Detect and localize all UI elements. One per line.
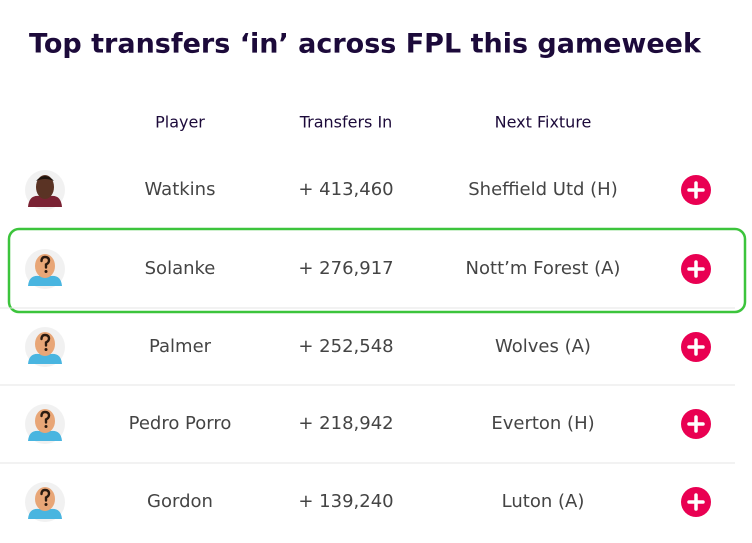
player-avatar [25, 170, 65, 210]
player-name: Watkins [145, 179, 216, 200]
shirt [28, 430, 62, 441]
title: Top transfers ‘in’ across FPL this gamew… [29, 29, 702, 60]
shirt [28, 353, 62, 364]
unknown-icon [40, 488, 51, 502]
plus-icon [687, 415, 705, 433]
player-name: Solanke [145, 258, 216, 279]
unknown-icon [40, 410, 51, 424]
next-fixture: Nott’m Forest (A) [466, 258, 621, 279]
add-player-button[interactable] [681, 409, 711, 439]
table: Player Transfers In Next Fixture Watkins + 4… [0, 113, 747, 522]
next-fixture: Sheffield Utd (H) [468, 179, 618, 200]
plus-icon [687, 493, 705, 511]
unknown-dot [44, 348, 48, 351]
plus-icon [687, 260, 705, 278]
next-fixture: Wolves (A) [495, 336, 591, 357]
transfers-in: + 252,548 [298, 336, 393, 357]
player-name: Palmer [149, 336, 212, 357]
player-name: Pedro Porro [129, 413, 232, 434]
add-player-button[interactable] [681, 487, 711, 517]
column-header: Player [155, 113, 205, 132]
player-avatar [25, 249, 65, 289]
shirt [28, 508, 62, 519]
hair [36, 176, 54, 181]
player-avatar [25, 482, 65, 522]
unknown-dot [44, 270, 48, 273]
transfers-in: + 276,917 [298, 258, 393, 279]
face [36, 175, 54, 199]
unknown-dot [44, 425, 48, 428]
add-player-button[interactable] [681, 175, 711, 205]
player-name: Gordon [147, 491, 213, 512]
add-player-button[interactable] [681, 332, 711, 362]
unknown-icon [40, 255, 51, 269]
column-header: Transfers In [299, 113, 393, 132]
transfers-in: + 413,460 [298, 179, 393, 200]
transfers-in: + 139,240 [298, 491, 393, 512]
unknown-dot [44, 503, 48, 506]
plus-icon [687, 338, 705, 356]
player-avatar [25, 327, 65, 367]
column-header: Next Fixture [495, 113, 592, 132]
shirt [28, 275, 62, 286]
transfers-in: + 218,942 [298, 413, 393, 434]
player-avatar [25, 404, 65, 444]
next-fixture: Everton (H) [491, 413, 594, 434]
next-fixture: Luton (A) [502, 491, 585, 512]
plus-icon [687, 181, 705, 199]
add-player-button[interactable] [681, 254, 711, 284]
shirt [28, 195, 62, 207]
unknown-icon [40, 333, 51, 347]
highlight-border [7, 227, 747, 314]
